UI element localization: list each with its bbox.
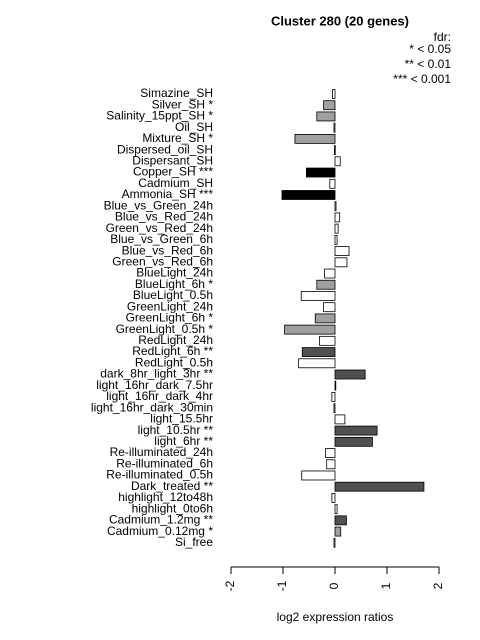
y-tick-label: Salinity_15ppt_SH * bbox=[106, 109, 213, 123]
bar bbox=[331, 89, 336, 99]
y-tick-label: GreenLight_6h * bbox=[126, 311, 214, 325]
bar bbox=[334, 526, 342, 537]
y-tick-label: RedLight_6h ** bbox=[132, 344, 213, 358]
bar bbox=[318, 335, 336, 346]
x-tick-label: 0 bbox=[327, 582, 341, 589]
bar bbox=[334, 369, 366, 380]
y-tick-label: BlueLight_24h bbox=[136, 266, 213, 280]
bar bbox=[334, 481, 425, 492]
y-tick-label: Dark_treated ** bbox=[131, 479, 213, 493]
y-tick-label: highlight_0to6h bbox=[132, 501, 213, 515]
y-tick-label: highlight_12to48h bbox=[118, 490, 213, 504]
y-tick-label: Re-illuminated_24h bbox=[110, 445, 213, 459]
bar bbox=[301, 470, 336, 481]
bar bbox=[331, 392, 336, 402]
y-tick-label: Oil_SH bbox=[175, 120, 213, 134]
y-tick-label: Si_free bbox=[175, 535, 213, 549]
bar bbox=[334, 201, 337, 212]
bar bbox=[334, 145, 336, 156]
bar bbox=[281, 190, 336, 200]
y-tick-label: Blue_vs_Green_24h bbox=[104, 198, 213, 212]
bar bbox=[334, 504, 338, 515]
bar bbox=[334, 156, 341, 167]
chart-title: Cluster 280 (20 genes) bbox=[271, 13, 409, 28]
bar bbox=[305, 167, 336, 178]
y-tick-label: Silver_SH * bbox=[152, 97, 214, 111]
bar bbox=[294, 133, 336, 144]
bar bbox=[300, 291, 336, 301]
x-tick-label: -2 bbox=[223, 580, 237, 591]
y-tick-label: RedLight_24h bbox=[138, 333, 213, 347]
bar bbox=[333, 122, 336, 133]
y-tick-label: light_10.5hr ** bbox=[138, 423, 214, 437]
bar bbox=[334, 234, 338, 245]
bar bbox=[334, 515, 347, 526]
x-axis-label: log2 expression ratios bbox=[277, 610, 394, 624]
y-tick-label: RedLight_0.5h bbox=[135, 355, 213, 369]
bar bbox=[324, 268, 336, 279]
bar bbox=[333, 403, 336, 414]
legend-title: fdr: bbox=[434, 30, 451, 44]
bar bbox=[301, 347, 336, 357]
y-tick-label: Re-illuminated_0.5h bbox=[106, 468, 213, 482]
bar bbox=[334, 425, 378, 436]
y-tick-label: Mixture_SH * bbox=[142, 131, 213, 145]
y-tick-label: light_16hr_dark_4hr bbox=[106, 389, 213, 403]
y-tick-label: light_6hr ** bbox=[154, 434, 213, 448]
y-tick-label: Re-illuminated_6h bbox=[116, 456, 213, 470]
bar bbox=[334, 380, 337, 391]
y-tick-label: Green_vs_Red_24h bbox=[106, 221, 213, 235]
y-tick-label: Copper_SH *** bbox=[133, 165, 213, 179]
bar bbox=[326, 459, 336, 470]
x-tick-label: 1 bbox=[379, 582, 393, 589]
y-tick-label: Cadmium_0.12mg * bbox=[107, 524, 213, 538]
bar bbox=[334, 212, 341, 223]
bar bbox=[334, 246, 350, 256]
x-tick-label: 2 bbox=[431, 582, 445, 589]
y-tick-label: Dispersant_SH bbox=[132, 153, 213, 167]
bar bbox=[323, 100, 336, 111]
y-tick-label: Green_vs_Red_6h bbox=[112, 254, 213, 268]
y-tick-label: dark_8hr_light_3hr ** bbox=[100, 367, 213, 381]
y-tick-label: light_16hr_dark_30min bbox=[91, 400, 213, 414]
y-tick-label: Ammonia_SH *** bbox=[122, 187, 214, 201]
y-tick-label: BlueLight_6h * bbox=[135, 277, 213, 291]
bar bbox=[314, 313, 336, 324]
y-tick-label: Simazine_SH bbox=[140, 86, 213, 100]
bar bbox=[316, 279, 336, 290]
legend-entry: ** < 0.01 bbox=[405, 57, 452, 71]
bar bbox=[298, 358, 336, 369]
y-tick-label: Blue_vs_Green_6h bbox=[110, 232, 213, 246]
bar bbox=[331, 493, 336, 503]
y-tick-label: GreenLight_24h bbox=[127, 299, 213, 313]
bar bbox=[334, 223, 339, 234]
x-tick-label: -1 bbox=[275, 580, 289, 591]
bar bbox=[329, 178, 336, 189]
legend-entry: * < 0.05 bbox=[409, 42, 451, 56]
bar bbox=[316, 111, 336, 122]
bar bbox=[333, 537, 336, 548]
y-tick-label: Blue_vs_Red_24h bbox=[115, 210, 213, 224]
bar bbox=[325, 448, 336, 458]
y-tick-label: Cadmium_1.2mg ** bbox=[109, 513, 213, 527]
y-tick-label: Dispersed_oil_SH bbox=[117, 142, 213, 156]
bar bbox=[323, 302, 336, 313]
y-tick-label: light_16hr_dark_7.5hr bbox=[96, 378, 213, 392]
bar bbox=[284, 324, 336, 335]
y-tick-label: Cadmium_SH bbox=[138, 176, 213, 190]
y-tick-label: Blue_vs_Red_6h bbox=[122, 243, 213, 257]
bar bbox=[334, 414, 346, 425]
bar bbox=[334, 257, 348, 268]
y-tick-label: GreenLight_0.5h * bbox=[116, 322, 214, 336]
y-tick-label: light_15.5hr bbox=[150, 412, 213, 426]
y-tick-label: BlueLight_0.5h bbox=[133, 288, 213, 302]
bar bbox=[334, 436, 373, 447]
legend-entry: *** < 0.001 bbox=[393, 72, 451, 86]
